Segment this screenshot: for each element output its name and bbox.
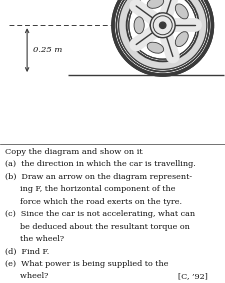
Ellipse shape bbox=[175, 32, 187, 47]
Circle shape bbox=[159, 22, 165, 28]
Circle shape bbox=[150, 13, 174, 38]
Text: 0.25 m: 0.25 m bbox=[33, 46, 62, 54]
Text: (c)  Since the car is not accelerating, what can: (c) Since the car is not accelerating, w… bbox=[4, 210, 194, 218]
Text: Tyre: Tyre bbox=[0, 282, 1, 283]
Ellipse shape bbox=[175, 4, 187, 19]
Text: (b)  Draw an arrow on the diagram represent-: (b) Draw an arrow on the diagram represe… bbox=[4, 173, 191, 181]
Text: [C, ’92]: [C, ’92] bbox=[177, 272, 207, 280]
Text: (a)  the direction in which the car is travelling.: (a) the direction in which the car is tr… bbox=[4, 160, 194, 168]
Text: be deduced about the resultant torque on: be deduced about the resultant torque on bbox=[4, 222, 189, 231]
Text: Copy the diagram and show on it: Copy the diagram and show on it bbox=[4, 148, 142, 156]
Text: wheel?: wheel? bbox=[4, 272, 48, 280]
Text: force which the road exerts on the tyre.: force which the road exerts on the tyre. bbox=[4, 198, 181, 206]
Ellipse shape bbox=[146, 0, 163, 8]
Text: (e)  What power is being supplied to the: (e) What power is being supplied to the bbox=[4, 260, 167, 268]
Text: the wheel?: the wheel? bbox=[4, 235, 63, 243]
Circle shape bbox=[159, 22, 165, 28]
Text: (d)  Find F.: (d) Find F. bbox=[4, 247, 49, 256]
Ellipse shape bbox=[133, 17, 144, 34]
Text: ing F, the horizontal component of the: ing F, the horizontal component of the bbox=[4, 185, 174, 193]
Polygon shape bbox=[118, 0, 206, 69]
Ellipse shape bbox=[146, 42, 163, 53]
